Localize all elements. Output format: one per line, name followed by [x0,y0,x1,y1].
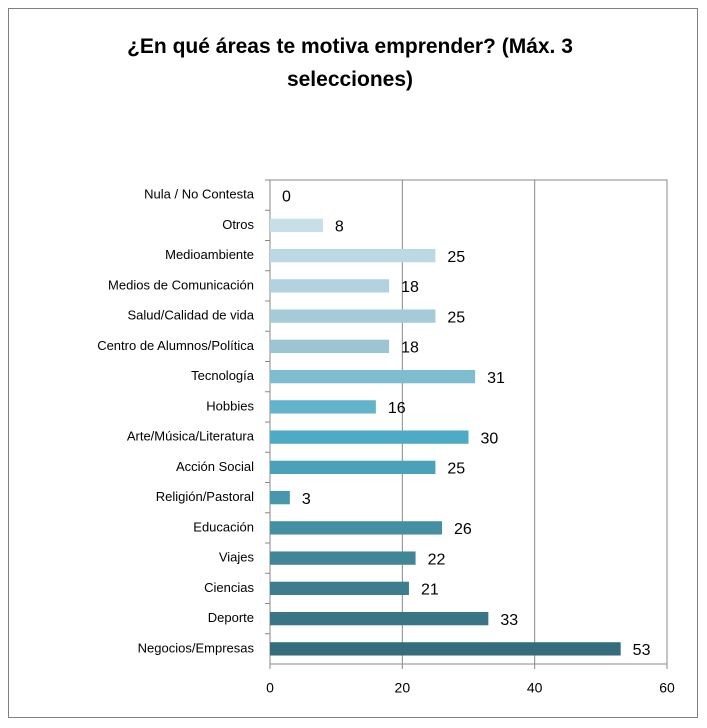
bar [270,309,436,323]
value-label: 18 [401,340,419,357]
y-tick-label: Medios de Comunicación [108,277,254,292]
bar [270,611,489,626]
y-tick-label: Ciencias [204,580,254,595]
value-label: 8 [335,219,344,236]
y-tick-label: Nula / No Contesta [144,187,255,202]
value-label: 21 [421,582,439,599]
y-tick-label: Centro de Alumnos/Política [97,338,255,353]
y-tick-label: Religión/Pastoral [156,489,254,504]
chart-title: ¿En qué áreas te motiva emprender? (Máx.… [127,35,573,91]
bar [270,369,476,384]
y-tick-label: Hobbies [206,398,254,413]
y-tick-label: Salud/Calidad de vida [128,308,255,323]
x-tick-label: 0 [266,680,274,696]
y-tick-label: Negocios/Empresas [138,640,255,655]
y-tick-label: Acción Social [176,459,254,474]
value-label: 30 [481,430,499,447]
y-tick-label: Otros [222,217,254,232]
value-label: 33 [500,612,518,629]
bar [270,460,436,475]
value-label: 16 [388,400,406,417]
bar [270,400,376,414]
value-label: 3 [302,491,311,508]
y-tick-label: Viajes [219,550,255,565]
bar [270,521,443,535]
value-label: 25 [447,249,465,266]
bar [270,430,469,444]
value-label: 22 [428,551,446,568]
y-tick-label: Educación [193,519,254,534]
bar [270,279,390,293]
bar [270,581,409,596]
x-tick-label: 20 [395,680,411,696]
bar [270,339,390,354]
y-tick-label: Tecnología [191,368,255,383]
value-label: 25 [447,461,465,478]
value-label: 18 [401,279,419,296]
x-tick-label: 40 [527,680,543,696]
value-label: 25 [447,309,465,326]
y-tick-label: Medioambiente [165,247,254,262]
bar [270,490,290,505]
y-tick-label: Arte/Música/Literatura [127,429,255,444]
value-label: 0 [282,188,291,205]
bar [270,248,436,263]
x-tick-label: 60 [659,680,675,696]
value-label: 31 [487,370,505,387]
bar [270,551,416,565]
value-label: 26 [454,521,472,538]
y-tick-label: Deporte [208,610,254,625]
bar [270,218,323,233]
bar [270,642,621,656]
value-label: 53 [633,642,651,659]
